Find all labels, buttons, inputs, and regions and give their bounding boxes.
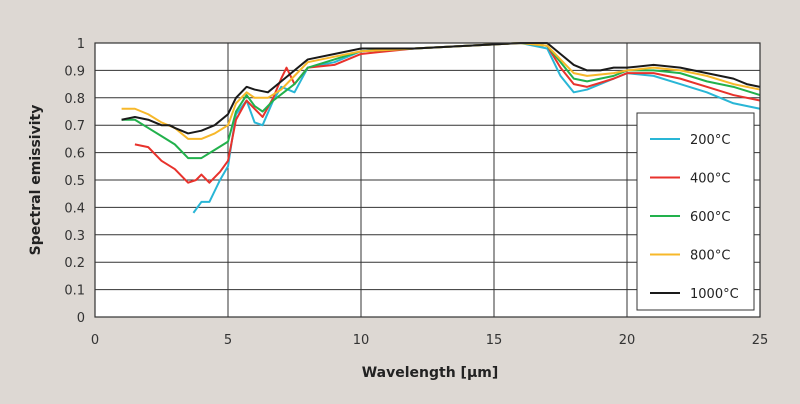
- legend-label: 400°C: [690, 172, 730, 187]
- y-tick-label: 0.6: [64, 147, 85, 162]
- y-tick-label: 0: [77, 311, 85, 326]
- y-tick-label: 0.2: [64, 256, 85, 271]
- x-tick-label: 25: [752, 333, 769, 348]
- series-line-400c: [134, 42, 761, 184]
- x-tick-label: 20: [619, 333, 636, 348]
- y-axis-label: Spectral emissivity: [28, 105, 44, 256]
- y-tick-label: 0.4: [64, 201, 85, 216]
- x-tick-label: 5: [224, 333, 232, 348]
- legend: 200°C 400°C 600°C 800°C 1000°C: [636, 112, 755, 311]
- series-line-1000c: [121, 42, 761, 135]
- plot-frame: [94, 42, 761, 318]
- y-tick-label: 1: [77, 37, 85, 52]
- legend-label: 600°C: [690, 210, 730, 225]
- y-tick-label: 0.5: [64, 174, 85, 189]
- x-axis-label: Wavelength [µm]: [362, 365, 499, 381]
- y-tick-label: 0.7: [64, 119, 85, 134]
- x-tick-label: 15: [486, 333, 503, 348]
- legend-label: 800°C: [690, 249, 730, 264]
- y-tick-label: 0.9: [64, 64, 85, 79]
- legend-label: 200°C: [690, 133, 730, 148]
- x-tick-label: 10: [353, 333, 370, 348]
- series-line-800c: [121, 42, 761, 140]
- x-tick-label: 0: [91, 333, 99, 348]
- y-tick-label: 0.3: [64, 229, 85, 244]
- y-tick-label: 0.1: [64, 284, 85, 299]
- legend-label: 1000°C: [690, 287, 739, 302]
- y-tick-label: 0.8: [64, 92, 85, 107]
